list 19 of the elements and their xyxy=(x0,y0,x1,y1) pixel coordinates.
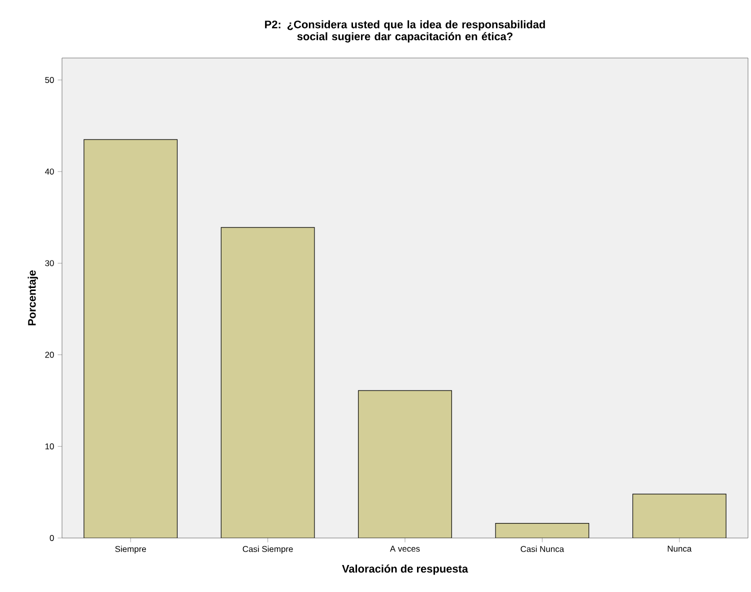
bar xyxy=(632,494,726,538)
y-tick-label: 20 xyxy=(45,352,54,358)
x-tick-label: Casi Siempre xyxy=(242,546,293,554)
chart-title: P2: ¿Considera usted que la idea de responsabilidad social sugiere dar capacitación en ética? xyxy=(265,20,545,42)
bar xyxy=(495,523,590,538)
x-tick-label: Nunca xyxy=(668,546,692,552)
bar xyxy=(358,390,452,538)
y-tick-label: 10 xyxy=(45,443,54,450)
y-tick-label: 50 xyxy=(45,76,54,83)
x-tick-label: Casi Nunca xyxy=(520,546,564,552)
y-tick-label: 40 xyxy=(44,168,54,175)
y-tick-label: 30 xyxy=(45,260,54,266)
y-axis-title: Porcentaje xyxy=(28,270,38,326)
x-tick-label: Siempre xyxy=(115,546,146,554)
bar xyxy=(84,139,178,538)
bar xyxy=(221,227,314,538)
x-tick-label: A veces xyxy=(390,546,420,552)
y-tick-label: 0 xyxy=(50,535,54,541)
x-axis-title: Valoración de respuesta xyxy=(342,564,468,575)
